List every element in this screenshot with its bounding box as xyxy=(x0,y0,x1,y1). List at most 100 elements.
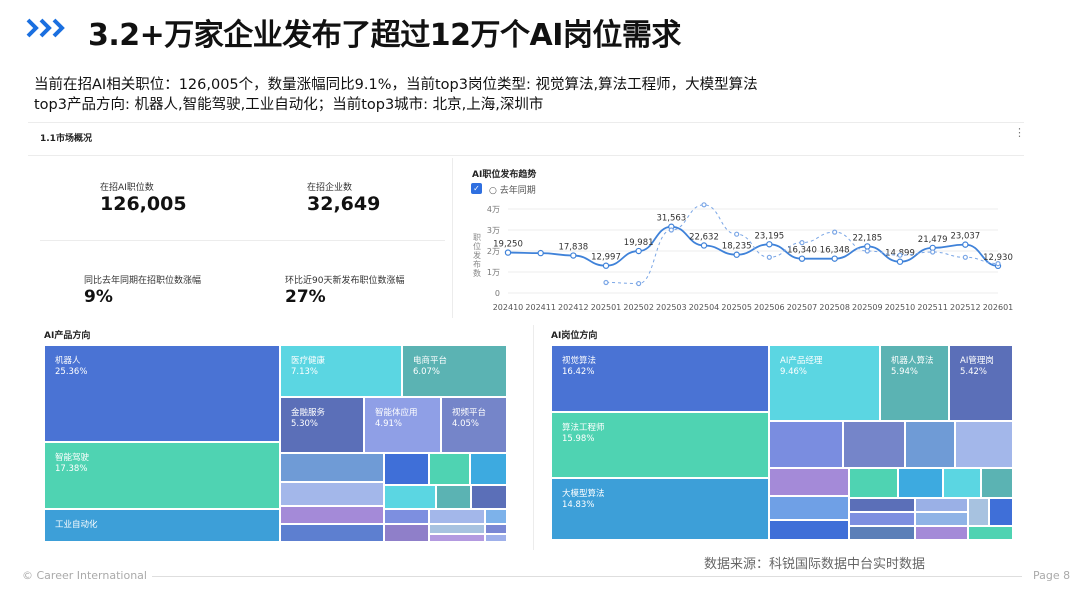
treemap-cell-percent: 17.38% xyxy=(55,464,88,474)
treemap-cell[interactable]: 金融服务 5.30% xyxy=(280,397,364,453)
data-label: 23,037 xyxy=(950,232,980,242)
data-label: 17,838 xyxy=(558,243,588,253)
treemap-cell-small[interactable] xyxy=(843,421,905,468)
treemap-cell[interactable]: 大模型算法 14.83% xyxy=(551,478,769,540)
treemap-cell-small[interactable] xyxy=(769,496,849,520)
footer-line xyxy=(152,576,1022,577)
data-label: 22,185 xyxy=(852,233,882,243)
treemap-cell-small[interactable] xyxy=(470,453,507,485)
treemap-cell-small[interactable] xyxy=(769,421,843,468)
treemap-cell-small[interactable] xyxy=(849,526,915,540)
treemap-cell[interactable]: 视觉算法 16.42% xyxy=(551,345,769,412)
legend-checkbox[interactable]: ✓ xyxy=(471,183,482,194)
treemap-cell-small[interactable] xyxy=(384,524,429,542)
treemap-cell-small[interactable] xyxy=(485,534,507,542)
treemap-cell[interactable]: 电商平台 6.07% xyxy=(402,345,507,397)
treemap-cell-small[interactable] xyxy=(280,453,384,482)
dashboard-top-border xyxy=(28,122,1024,123)
treemap-cell[interactable]: 工业自动化 xyxy=(44,509,280,542)
footer-copyright: © Career International xyxy=(22,569,147,582)
kpi-value-companies: 32,649 xyxy=(307,193,381,215)
treemap-cell-small[interactable] xyxy=(898,468,943,498)
treemap-cell-small[interactable] xyxy=(769,520,849,540)
treemap-cell-name: 电商平台 xyxy=(413,356,448,366)
treemap-cell-percent: 4.05% xyxy=(452,419,480,429)
treemap-cell-small[interactable] xyxy=(955,421,1013,468)
treemap-cell-name: 机器人 xyxy=(55,356,81,366)
treemap-cell-small[interactable] xyxy=(384,485,436,509)
treemap-cell[interactable]: AI产品经理 9.46% xyxy=(769,345,880,421)
treemap-cell-small[interactable] xyxy=(280,506,384,524)
legend-last-year[interactable]: ○ 去年同期 xyxy=(489,186,536,196)
product-direction-title: AI产品方向 xyxy=(44,331,91,341)
treemap-cell-small[interactable] xyxy=(849,468,898,498)
treemap-cell-small[interactable] xyxy=(849,498,915,512)
treemap-cell-small[interactable] xyxy=(943,468,981,498)
treemap-cell[interactable]: 算法工程师 15.98% xyxy=(551,412,769,478)
treemap-cell-percent: 5.42% xyxy=(960,367,988,377)
treemap-cell-small[interactable] xyxy=(769,468,849,496)
x-tick-label: 202502 xyxy=(623,303,654,312)
data-point xyxy=(635,247,642,255)
treemap-cell[interactable]: 医疗健康 7.13% xyxy=(280,345,402,397)
treemap-cell-small[interactable] xyxy=(429,453,470,485)
data-source: 数据来源：科锐国际数据中台实时数据 xyxy=(704,557,926,572)
treemap-cell-small[interactable] xyxy=(915,526,968,540)
y-tick-label: 1万 xyxy=(487,268,500,277)
treemap-cell-small[interactable] xyxy=(384,509,429,524)
job-direction-title: AI岗位方向 xyxy=(551,331,598,341)
x-tick-label: 202503 xyxy=(656,303,687,312)
data-point-last-year xyxy=(930,249,936,255)
treemap-cell-small[interactable] xyxy=(429,524,485,534)
treemap-cell-small[interactable] xyxy=(989,498,1013,526)
treemap-cell-small[interactable] xyxy=(905,421,955,468)
treemap-cell-small[interactable] xyxy=(280,482,384,506)
data-point-last-year xyxy=(832,229,838,235)
page-title: 3.2+万家企业发布了超过12万个AI岗位需求 xyxy=(88,18,681,53)
treemap-cell-small[interactable] xyxy=(436,485,471,509)
treemap-cell-small[interactable] xyxy=(485,509,507,524)
treemap-cell[interactable]: 机器人 25.36% xyxy=(44,345,280,442)
y-tick-label: 4万 xyxy=(487,205,500,214)
treemap-cell-name: 工业自动化 xyxy=(55,520,98,530)
treemap-cell-name: 视频平台 xyxy=(452,408,487,418)
data-point xyxy=(896,258,904,265)
treemap-cell[interactable]: 智能体应用 4.91% xyxy=(364,397,441,453)
market-section-title: 1.1市场概况 xyxy=(40,134,92,144)
kpi-label-yoy: 同比去年同期在招职位数涨幅 xyxy=(84,276,202,286)
treemap-cell[interactable]: 智能驾驶 17.38% xyxy=(44,442,280,509)
data-label: 21,479 xyxy=(918,235,948,245)
treemap-divider xyxy=(533,325,534,550)
treemap-cell-name: 算法工程师 xyxy=(562,423,605,433)
data-point-last-year xyxy=(962,254,968,260)
data-point-last-year xyxy=(636,280,642,287)
treemap-cell-small[interactable] xyxy=(384,453,429,485)
data-point-last-year xyxy=(897,252,903,258)
more-menu-icon[interactable]: ⋮ xyxy=(1014,126,1025,139)
treemap-cell-small[interactable] xyxy=(429,534,485,542)
treemap-cell-small[interactable] xyxy=(981,468,1013,498)
treemap-cell-percent: 5.94% xyxy=(891,367,919,377)
treemap-cell-small[interactable] xyxy=(915,498,968,512)
treemap-cell-small[interactable] xyxy=(280,524,384,542)
data-point-last-year xyxy=(766,254,772,260)
treemap-cell-percent: 25.36% xyxy=(55,367,88,377)
treemap-cell-name: 大模型算法 xyxy=(562,489,605,499)
data-point-last-year xyxy=(701,202,707,208)
treemap-cell-name: 智能体应用 xyxy=(375,408,418,418)
treemap-cell-small[interactable] xyxy=(968,498,989,526)
treemap-cell-small[interactable] xyxy=(915,512,968,526)
kpi-divider xyxy=(40,240,445,241)
x-tick-label: 202504 xyxy=(689,303,720,312)
treemap-cell-small[interactable] xyxy=(429,509,485,524)
treemap-cell[interactable]: AI管理岗 5.42% xyxy=(949,345,1013,421)
treemap-cell-small[interactable] xyxy=(485,524,507,534)
data-point xyxy=(504,249,512,256)
data-point xyxy=(570,252,577,259)
treemap-cell-small[interactable] xyxy=(849,512,915,526)
treemap-cell[interactable]: 视频平台 4.05% xyxy=(441,397,507,453)
treemap-cell-small[interactable] xyxy=(968,526,1013,540)
summary-line-1: 当前在招AI相关职位：126,005个，数量涨幅同比9.1%，当前top3岗位类… xyxy=(34,77,758,93)
treemap-cell-small[interactable] xyxy=(471,485,507,509)
treemap-cell[interactable]: 机器人算法 5.94% xyxy=(880,345,949,421)
